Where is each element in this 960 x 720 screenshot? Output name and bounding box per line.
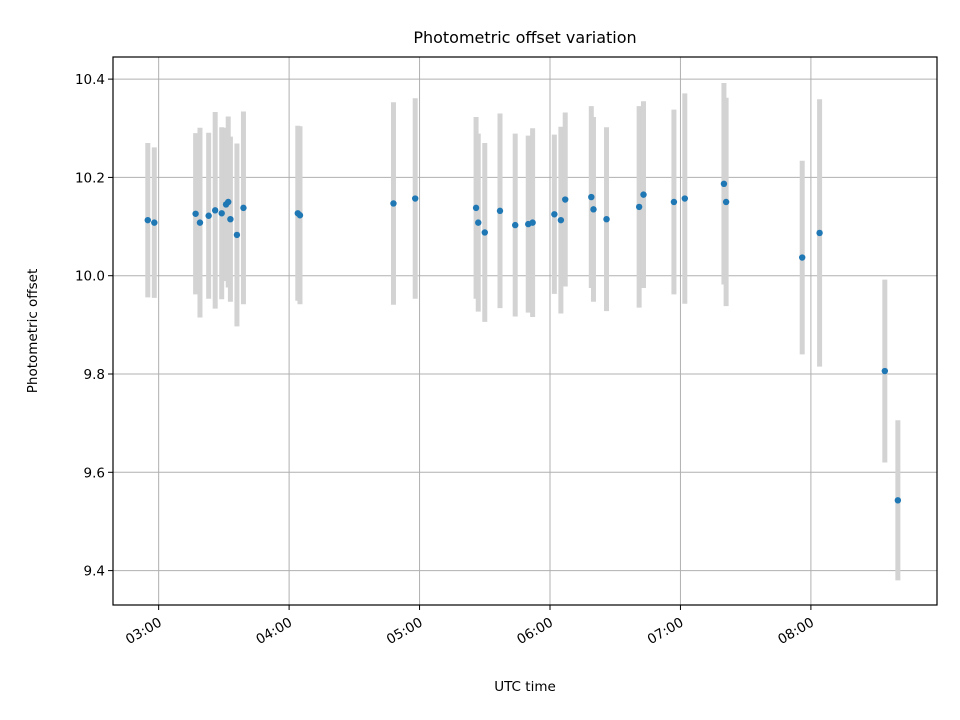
data-point — [475, 219, 482, 226]
data-point — [151, 219, 158, 226]
data-point — [205, 212, 212, 219]
data-point — [640, 191, 647, 198]
data-points — [144, 180, 902, 504]
data-point — [557, 216, 565, 224]
data-point — [551, 211, 558, 218]
data-point — [390, 200, 397, 207]
data-point — [481, 229, 488, 236]
data-point — [496, 207, 504, 215]
data-point — [681, 195, 688, 202]
data-point — [412, 195, 419, 202]
y-tick-label: 9.6 — [84, 465, 105, 481]
data-point — [588, 193, 595, 201]
data-point — [799, 254, 806, 261]
data-point — [211, 207, 219, 214]
data-point — [590, 206, 597, 213]
y-tick-label: 9.8 — [84, 367, 105, 383]
y-tick-label: 10.4 — [75, 72, 105, 88]
data-point — [670, 198, 678, 206]
data-point — [233, 231, 241, 239]
data-point — [603, 215, 610, 223]
y-axis-label: Photometric offset — [25, 269, 41, 393]
data-point — [529, 219, 536, 226]
chart-title: Photometric offset variation — [413, 28, 636, 47]
grid — [113, 57, 937, 605]
data-point — [562, 196, 569, 203]
data-point — [225, 198, 232, 206]
data-point — [218, 210, 225, 217]
data-point — [720, 180, 728, 188]
data-point — [192, 210, 199, 217]
data-point — [472, 204, 480, 212]
y-tick-label: 10.0 — [75, 269, 105, 285]
data-point — [296, 212, 304, 219]
data-point — [894, 497, 902, 504]
data-point — [635, 203, 643, 211]
data-point — [196, 219, 204, 226]
plot-frame — [112, 56, 938, 606]
data-point — [144, 216, 151, 224]
data-point — [722, 198, 730, 206]
y-tick-label: 9.4 — [84, 564, 105, 580]
x-axis-label: UTC time — [494, 679, 556, 695]
data-point — [240, 204, 247, 212]
data-point — [512, 221, 519, 229]
y-tick-label: 10.2 — [75, 170, 105, 186]
data-point — [227, 215, 234, 223]
data-point — [816, 229, 823, 237]
data-point — [881, 367, 889, 375]
